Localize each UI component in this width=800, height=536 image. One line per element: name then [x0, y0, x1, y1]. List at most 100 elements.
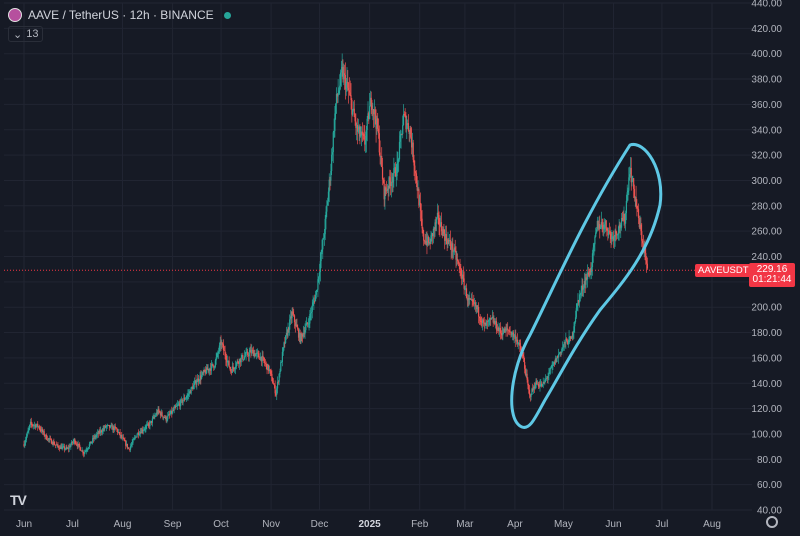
candle	[290, 311, 292, 324]
candle	[204, 369, 206, 373]
last-price: 229.16	[756, 264, 788, 275]
ellipse-annotation[interactable]	[510, 143, 663, 429]
candle	[238, 361, 240, 368]
candle	[269, 369, 271, 377]
x-tick-label: Jul	[656, 519, 669, 530]
candle	[586, 273, 588, 281]
candle	[27, 427, 29, 433]
candle	[354, 113, 356, 126]
candle	[315, 289, 317, 299]
candle	[348, 82, 350, 104]
candle	[280, 359, 282, 372]
candle	[198, 379, 200, 384]
candle	[549, 367, 551, 375]
candle	[96, 431, 98, 439]
candle	[255, 349, 258, 360]
candle	[73, 437, 75, 445]
candle	[288, 326, 290, 333]
candle	[75, 440, 77, 445]
candle	[233, 367, 235, 372]
candle	[420, 203, 422, 226]
candle	[282, 347, 284, 356]
candle	[226, 355, 229, 369]
tradingview-logo[interactable]: TV	[10, 492, 27, 508]
candle	[297, 327, 300, 341]
candle	[418, 187, 420, 209]
candle	[281, 347, 284, 367]
candle	[167, 412, 169, 422]
candle	[364, 131, 367, 153]
candle	[367, 101, 369, 122]
candle	[495, 317, 497, 335]
candle	[209, 362, 212, 376]
candle	[145, 424, 147, 433]
candle	[502, 327, 504, 341]
candle	[445, 225, 447, 245]
candle	[411, 132, 414, 157]
x-tick-label: Aug	[114, 519, 132, 530]
candle	[489, 318, 491, 326]
candle	[422, 226, 424, 237]
candle	[444, 229, 446, 250]
indicator-toggle[interactable]: ⌄ 13	[8, 26, 44, 42]
candle	[65, 445, 67, 451]
y-tick-label: 200.00	[751, 303, 782, 314]
candle	[155, 413, 157, 418]
candle	[159, 410, 161, 414]
candle	[469, 297, 472, 300]
candle	[263, 356, 265, 364]
candle	[247, 348, 249, 357]
x-tick-label: May	[554, 519, 573, 530]
candle	[390, 170, 392, 196]
candle	[212, 363, 214, 367]
candle	[45, 434, 47, 440]
candle	[299, 329, 301, 344]
y-tick-label: 440.00	[751, 0, 782, 10]
candle	[295, 319, 297, 327]
candle	[616, 234, 619, 239]
candle	[171, 407, 174, 415]
candle	[220, 335, 222, 352]
candle	[490, 317, 493, 320]
candle	[47, 437, 49, 442]
candle	[100, 426, 102, 437]
candle	[219, 336, 221, 352]
candle	[317, 272, 319, 298]
candle	[146, 421, 148, 430]
candle	[624, 210, 627, 231]
candle	[359, 123, 361, 145]
candle	[352, 109, 354, 117]
candle	[302, 325, 304, 339]
candle	[494, 318, 497, 329]
candle	[191, 386, 193, 390]
candle	[291, 307, 293, 324]
candle	[247, 352, 250, 362]
candle	[475, 301, 477, 314]
candle	[25, 436, 27, 446]
candle	[457, 253, 459, 265]
candle	[41, 426, 43, 434]
candle	[438, 211, 440, 235]
candle	[487, 319, 489, 327]
candle	[508, 326, 510, 336]
candle	[557, 348, 560, 364]
candle	[83, 451, 85, 458]
candle	[169, 409, 171, 416]
candle	[432, 226, 435, 244]
candle	[439, 217, 441, 237]
candle	[226, 353, 228, 367]
candle	[348, 77, 351, 96]
candle	[305, 320, 307, 333]
candle	[199, 371, 201, 385]
candle	[382, 177, 384, 184]
candle	[174, 404, 176, 409]
gear-icon[interactable]	[766, 516, 778, 528]
candle	[415, 170, 418, 187]
candle	[297, 324, 299, 331]
candle	[249, 346, 251, 353]
candle	[279, 368, 281, 378]
candle	[218, 342, 221, 354]
candle	[552, 360, 554, 370]
candle	[194, 380, 196, 384]
